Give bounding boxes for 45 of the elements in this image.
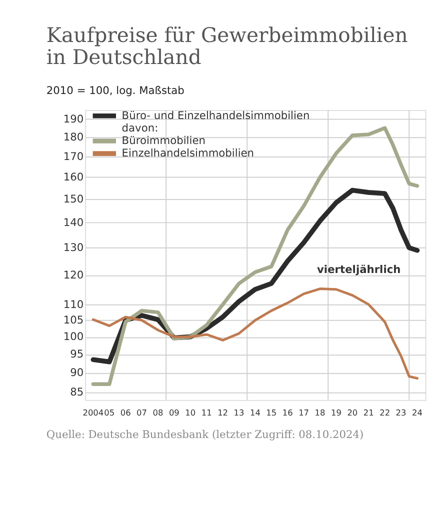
y-tick-label: 140 bbox=[63, 216, 84, 229]
x-tick-label: 2004 bbox=[82, 408, 104, 418]
y-tick-label: 85 bbox=[70, 385, 84, 398]
legend-label: Einzelhandelsimmobilien bbox=[122, 146, 254, 160]
chart-subtitle: 2010 = 100, log. Maßstab bbox=[46, 84, 185, 98]
y-tick-label: 120 bbox=[63, 268, 84, 282]
line-series bbox=[92, 288, 418, 380]
y-tick-label: 90 bbox=[70, 366, 84, 379]
x-tick-label: 10 bbox=[185, 408, 196, 418]
x-tick-label: 21 bbox=[363, 408, 374, 418]
y-tick-label: 95 bbox=[70, 348, 84, 361]
y-tick-label: 160 bbox=[63, 170, 84, 184]
source-note: Quelle: Deutsche Bundesbank (letzter Zugriff: 08.10.2024) bbox=[46, 428, 364, 441]
text: in Deutschland bbox=[46, 45, 202, 70]
x-tick-label: 22 bbox=[380, 408, 390, 418]
x-tick-label: 16 bbox=[282, 408, 293, 418]
x-tick-label: 05 bbox=[104, 408, 115, 418]
x-tick-label: 20 bbox=[347, 408, 358, 418]
x-tick-label: 12 bbox=[218, 408, 228, 418]
x-tick-label: 08 bbox=[152, 408, 164, 418]
legend-label: Büroimmobilien bbox=[122, 134, 206, 147]
x-tick-label: 23 bbox=[396, 408, 406, 418]
text: Kaufpreise für Gewerbeimmobilien bbox=[46, 22, 408, 47]
x-tick-label: 13 bbox=[234, 408, 244, 418]
x-tick-label: 18 bbox=[314, 408, 326, 418]
annotation: davon: bbox=[122, 121, 158, 134]
y-tick-label: 110 bbox=[63, 298, 84, 311]
x-tick-label: 15 bbox=[266, 408, 277, 418]
x-tick-label: 09 bbox=[168, 408, 180, 418]
x-tick-label: 19 bbox=[330, 408, 342, 418]
y-tick-label: 170 bbox=[63, 150, 84, 164]
x-tick-label: 17 bbox=[298, 408, 310, 418]
legend-label: Büro- und Einzelhandelsimmobilien bbox=[122, 108, 310, 122]
y-tick-label: 180 bbox=[63, 130, 84, 144]
y-tick-label: 190 bbox=[63, 112, 84, 126]
y-tick-label: 150 bbox=[63, 192, 84, 206]
y-tick-label: 130 bbox=[63, 241, 84, 254]
y-tick-label: 105 bbox=[63, 314, 84, 327]
y-tick-label: 100 bbox=[63, 330, 84, 344]
x-tick-label: 14 bbox=[250, 408, 260, 418]
x-tick-label: 07 bbox=[136, 408, 148, 418]
x-tick-label: 11 bbox=[201, 408, 212, 418]
x-tick-label: 24 bbox=[412, 408, 422, 418]
annotation: vierteljährlich bbox=[316, 263, 401, 276]
x-tick-label: 06 bbox=[120, 408, 131, 418]
